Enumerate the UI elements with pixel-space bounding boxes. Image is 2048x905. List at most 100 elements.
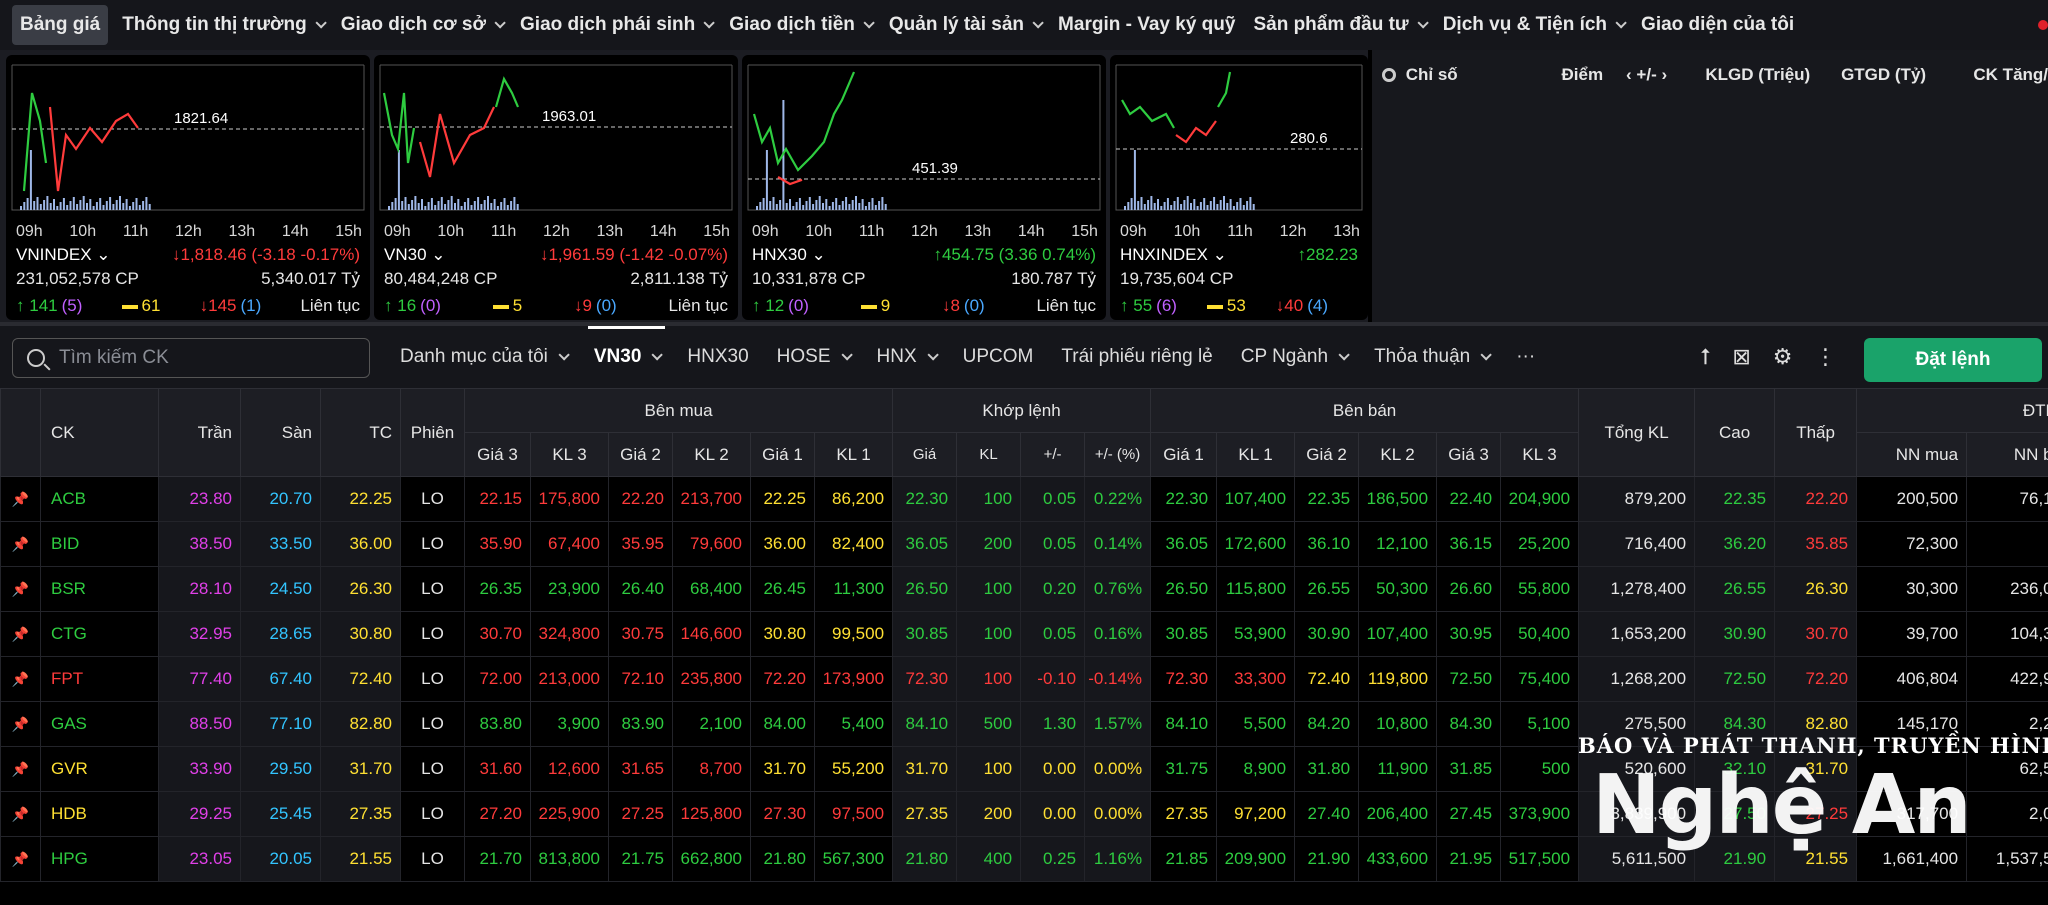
tab-5[interactable]: UPCOM: [949, 326, 1048, 388]
buy-cell[interactable]: 12,600: [530, 746, 609, 792]
sell-cell[interactable]: 373,900: [1500, 791, 1580, 837]
sell-cell[interactable]: 27.35: [1150, 791, 1218, 837]
buy-cell[interactable]: 125,800: [672, 791, 751, 837]
buy-cell[interactable]: 146,600: [672, 611, 751, 657]
buy-cell[interactable]: 35.95: [608, 521, 673, 567]
sell-cell[interactable]: 12,100: [1358, 521, 1438, 567]
nav-item-4[interactable]: Giao dịch tiền: [721, 0, 879, 50]
pin-icon[interactable]: 📌: [0, 521, 41, 567]
sell-cell[interactable]: 72.40: [1294, 656, 1360, 702]
header-ck[interactable]: CK: [40, 388, 159, 477]
buy-cell[interactable]: 72.10: [608, 656, 673, 702]
sell-cell[interactable]: 5,500: [1216, 701, 1296, 747]
buy-cell[interactable]: 22.20: [608, 476, 673, 522]
tab-7[interactable]: CP Ngành: [1227, 326, 1360, 388]
excel-export-icon[interactable]: ⊠: [1732, 344, 1751, 369]
sell-cell[interactable]: 119,800: [1358, 656, 1438, 702]
settings-icon[interactable]: ⚙: [1772, 344, 1793, 369]
buy-cell[interactable]: 27.30: [750, 791, 815, 837]
buy-cell[interactable]: 36.00: [750, 521, 815, 567]
buy-cell[interactable]: 86,200: [813, 476, 894, 522]
sell-cell[interactable]: 30.90: [1294, 611, 1360, 657]
buy-cell[interactable]: 26.40: [608, 566, 673, 612]
index-name[interactable]: VNINDEX ⌄: [16, 245, 111, 264]
buy-cell[interactable]: 173,900: [813, 656, 894, 702]
buy-cell[interactable]: 83.90: [608, 701, 673, 747]
pin-up-icon[interactable]: ⭡: [1700, 344, 1711, 369]
sell-cell[interactable]: 500: [1500, 746, 1580, 792]
more-vertical-icon[interactable]: ⋮: [1814, 344, 1837, 369]
sell-cell[interactable]: 204,900: [1500, 476, 1580, 522]
sell-cell[interactable]: 107,400: [1216, 476, 1296, 522]
buy-cell[interactable]: 2,100: [672, 701, 751, 747]
index-card-0[interactable]: 1821.64 09h 10h 11h 12h 13h 14h 15h VNINDEX ⌄ ↓1,…: [6, 55, 370, 320]
buy-cell[interactable]: 31.60: [464, 746, 531, 792]
sell-cell[interactable]: 31.80: [1294, 746, 1360, 792]
sell-cell[interactable]: 31.75: [1150, 746, 1218, 792]
sell-cell[interactable]: 53,900: [1216, 611, 1296, 657]
buy-cell[interactable]: 567,300: [813, 836, 894, 882]
tab-4[interactable]: HNX: [863, 326, 949, 388]
buy-cell[interactable]: 21.75: [608, 836, 673, 882]
buy-cell[interactable]: 27.25: [608, 791, 673, 837]
stock-code[interactable]: GAS: [40, 701, 159, 747]
sell-cell[interactable]: 209,900: [1216, 836, 1296, 882]
table-row[interactable]: 📌 GAS 88.50 77.10 82.80 LO 83.80 3,900 83.90 2,10…: [0, 701, 2048, 747]
buy-cell[interactable]: 8,700: [672, 746, 751, 792]
pin-icon[interactable]: 📌: [0, 611, 41, 657]
pin-icon[interactable]: 📌: [0, 701, 41, 747]
buy-cell[interactable]: 225,900: [530, 791, 609, 837]
nav-item-9[interactable]: Giao diện của tôi: [1633, 0, 1802, 50]
table-row[interactable]: 📌 FPT 77.40 67.40 72.40 LO 72.00 213,000 72.10 23…: [0, 656, 2048, 702]
tab-8[interactable]: Thỏa thuận: [1360, 326, 1502, 388]
index-card-1[interactable]: 1963.01 09h 10h 11h 12h 13h 14h 15h VN30 ⌄ ↓1,961…: [374, 55, 738, 320]
index-card-3[interactable]: 280.6 09h 10h 11h 12h 13h HNXINDEX ⌄ ↑282.23 19,…: [1110, 55, 1368, 320]
buy-cell[interactable]: 21.80: [750, 836, 815, 882]
stock-code[interactable]: HDB: [40, 791, 159, 837]
index-name[interactable]: HNXINDEX ⌄: [1120, 245, 1227, 264]
stock-code[interactable]: ACB: [40, 476, 159, 522]
stock-code[interactable]: BSR: [40, 566, 159, 612]
stock-code[interactable]: GVR: [40, 746, 159, 792]
sell-cell[interactable]: 115,800: [1216, 566, 1296, 612]
buy-cell[interactable]: 3,900: [530, 701, 609, 747]
table-row[interactable]: 📌 ACB 23.80 20.70 22.25 LO 22.15 175,800 22.20 21…: [0, 476, 2048, 522]
buy-cell[interactable]: 21.70: [464, 836, 531, 882]
sell-cell[interactable]: 8,900: [1216, 746, 1296, 792]
tab-6[interactable]: Trái phiếu riêng lẻ: [1047, 326, 1226, 388]
buy-cell[interactable]: 68,400: [672, 566, 751, 612]
sell-cell[interactable]: 36.10: [1294, 521, 1360, 567]
buy-cell[interactable]: 213,700: [672, 476, 751, 522]
nav-item-7[interactable]: Sản phẩm đầu tư: [1245, 0, 1432, 50]
buy-cell[interactable]: 72.00: [464, 656, 531, 702]
nav-item-5[interactable]: Quản lý tài sản: [881, 0, 1048, 50]
tab-3[interactable]: HOSE: [763, 326, 863, 388]
buy-cell[interactable]: 83.80: [464, 701, 531, 747]
buy-cell[interactable]: 82,400: [813, 521, 894, 567]
nav-item-0[interactable]: Bảng giá: [12, 5, 109, 45]
sell-cell[interactable]: 517,500: [1500, 836, 1580, 882]
nav-item-1[interactable]: Thông tin thị trường: [114, 0, 331, 50]
sell-cell[interactable]: 22.40: [1436, 476, 1502, 522]
sell-cell[interactable]: 84.30: [1436, 701, 1502, 747]
buy-cell[interactable]: 84.00: [750, 701, 815, 747]
sell-cell[interactable]: 30.95: [1436, 611, 1502, 657]
sell-cell[interactable]: 97,200: [1216, 791, 1296, 837]
tab-1[interactable]: VN30: [580, 326, 674, 388]
sell-cell[interactable]: 36.05: [1150, 521, 1218, 567]
sell-cell[interactable]: 26.50: [1150, 566, 1218, 612]
buy-cell[interactable]: 235,800: [672, 656, 751, 702]
stock-code[interactable]: CTG: [40, 611, 159, 657]
tab-2[interactable]: HNX30: [673, 326, 762, 388]
sell-cell[interactable]: 21.95: [1436, 836, 1502, 882]
table-row[interactable]: 📌 BID 38.50 33.50 36.00 LO 35.90 67,400 35.95 79,…: [0, 521, 2048, 567]
table-row[interactable]: 📌 CTG 32.95 28.65 30.80 LO 30.70 324,800 30.75 14…: [0, 611, 2048, 657]
tab-9[interactable]: ···: [1502, 326, 1549, 388]
sell-cell[interactable]: 186,500: [1358, 476, 1438, 522]
sell-cell[interactable]: 21.90: [1294, 836, 1360, 882]
buy-cell[interactable]: 11,300: [813, 566, 894, 612]
index-name[interactable]: VN30 ⌄: [384, 245, 446, 264]
buy-cell[interactable]: 31.65: [608, 746, 673, 792]
buy-cell[interactable]: 175,800: [530, 476, 609, 522]
sell-cell[interactable]: 55,800: [1500, 566, 1580, 612]
